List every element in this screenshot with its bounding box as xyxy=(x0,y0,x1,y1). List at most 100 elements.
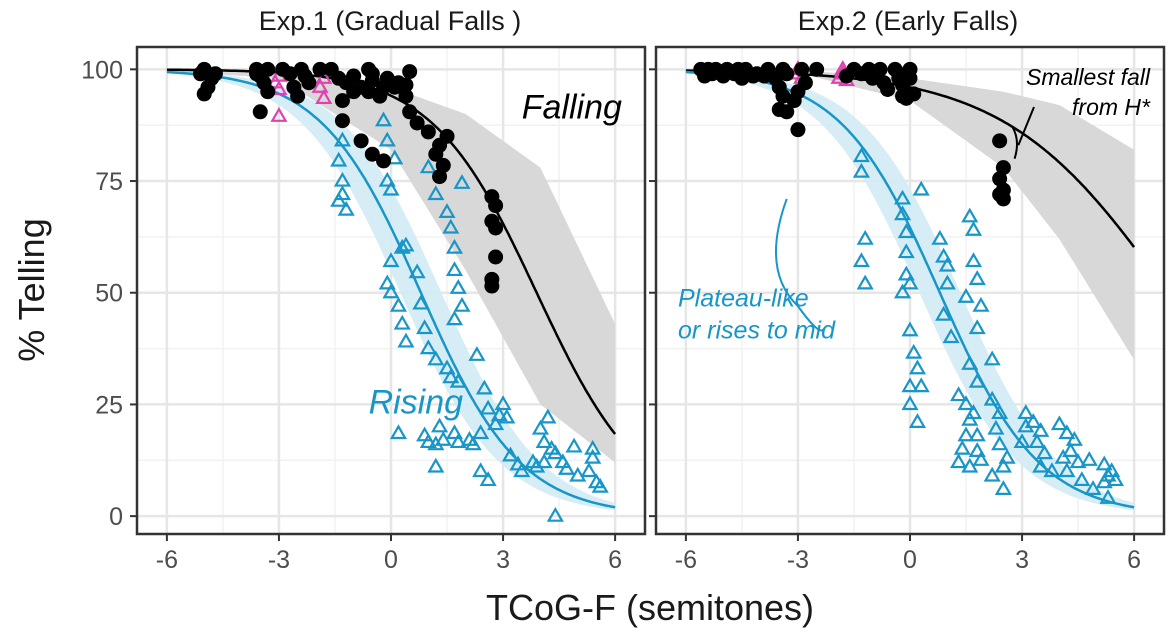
rising-point xyxy=(968,319,986,335)
annotation-line: or rises to mid xyxy=(678,317,836,345)
rising-point xyxy=(539,408,557,424)
x-tick-label: 6 xyxy=(1127,546,1141,574)
falling-point xyxy=(488,198,504,214)
rising-point xyxy=(531,419,549,435)
rising-point xyxy=(1106,471,1124,487)
rising-point xyxy=(558,460,576,475)
rising-point xyxy=(438,203,456,218)
y-tick-label: 50 xyxy=(95,280,123,308)
rising-point xyxy=(464,435,482,451)
rising-point xyxy=(961,207,979,223)
falling-point xyxy=(809,61,825,77)
rising-point xyxy=(893,205,912,221)
falling-point xyxy=(364,66,380,82)
rising-point xyxy=(472,462,490,478)
rising-point xyxy=(528,457,546,473)
rising-point xyxy=(897,265,915,281)
rising-point xyxy=(382,180,400,196)
rising-point xyxy=(389,296,408,312)
x-tick-label: 0 xyxy=(384,546,398,574)
rising-point xyxy=(998,448,1016,464)
rising-point xyxy=(994,480,1012,495)
falling-point xyxy=(398,88,414,104)
magenta-point xyxy=(311,78,329,93)
rising-point xyxy=(330,191,348,207)
falling-point xyxy=(432,169,448,185)
x-tick-label: -3 xyxy=(268,546,290,574)
panel-title-exp2: Exp.2 (Early Falls) xyxy=(798,6,1019,36)
falling-point xyxy=(880,81,896,97)
rising-point xyxy=(968,372,986,388)
x-tick-label: 3 xyxy=(1015,546,1029,574)
falling-point xyxy=(402,64,418,80)
rising-point xyxy=(1017,404,1035,420)
plot-area xyxy=(166,61,617,522)
rising-point xyxy=(479,471,497,487)
falling-point xyxy=(290,88,306,104)
rising-point xyxy=(856,229,874,245)
rising-point xyxy=(374,111,393,127)
y-axis-title: % Telling xyxy=(11,218,52,361)
falling-point xyxy=(794,61,810,77)
rising-point xyxy=(535,433,553,449)
rising-point xyxy=(1054,448,1072,464)
rising-point xyxy=(961,355,979,370)
rising-point xyxy=(438,359,456,375)
rising-point xyxy=(501,446,520,462)
rising-point xyxy=(957,287,975,303)
rising-point xyxy=(901,274,919,290)
rising-point xyxy=(1050,415,1068,431)
rising-point xyxy=(957,395,975,411)
rising-point xyxy=(378,171,396,187)
rising-point xyxy=(442,368,460,384)
rising-point xyxy=(445,238,464,254)
rising-point xyxy=(546,506,564,522)
x-tick-labels-exp2: -6 -3 0 3 6 xyxy=(675,546,1141,574)
rising-point xyxy=(938,256,956,272)
rising-point xyxy=(983,390,1001,406)
magenta-point xyxy=(270,80,288,96)
x-tick-labels-exp1: -6 -3 0 3 6 xyxy=(156,546,622,574)
rising-point xyxy=(453,296,471,312)
rising-point xyxy=(950,386,968,402)
annotation-line: Smallest fall xyxy=(1026,64,1151,90)
rising-point xyxy=(580,462,598,478)
y-tick-label: 75 xyxy=(95,168,123,196)
rising-point xyxy=(330,151,348,167)
rising-point xyxy=(912,180,930,196)
falling-point xyxy=(353,133,369,149)
rising-point xyxy=(856,274,874,290)
rising-point xyxy=(1058,424,1076,440)
falling-point xyxy=(790,122,806,138)
falling-point xyxy=(390,75,406,91)
rising-point xyxy=(498,408,516,424)
rising-point xyxy=(1017,417,1035,433)
rising-point xyxy=(393,238,411,254)
chart-panel-exp1: Falling Rising xyxy=(130,45,647,541)
rising-point xyxy=(434,430,452,446)
rising-point xyxy=(942,328,960,344)
falling-point xyxy=(872,61,888,77)
falling-point xyxy=(364,146,380,162)
rising-point xyxy=(1069,453,1087,469)
falling-point xyxy=(995,191,1011,207)
rising-point xyxy=(908,359,927,375)
rising-point xyxy=(419,158,437,174)
annotation-rising: Rising xyxy=(369,383,464,421)
rising-point xyxy=(333,131,351,147)
x-tick-label: -3 xyxy=(787,546,809,574)
x-tick-label: 0 xyxy=(903,546,917,574)
annotation-line: Plateau-like xyxy=(678,285,809,313)
rising-point xyxy=(427,185,445,201)
rising-point xyxy=(475,379,493,395)
rising-point xyxy=(427,350,445,366)
rising-point xyxy=(972,451,990,466)
rising-point xyxy=(382,283,400,299)
rising-point xyxy=(445,424,464,440)
rising-point xyxy=(546,444,564,460)
falling-point xyxy=(488,220,504,236)
rising-point xyxy=(1080,451,1098,466)
rising-point xyxy=(1099,489,1117,504)
rising-point xyxy=(964,404,983,420)
